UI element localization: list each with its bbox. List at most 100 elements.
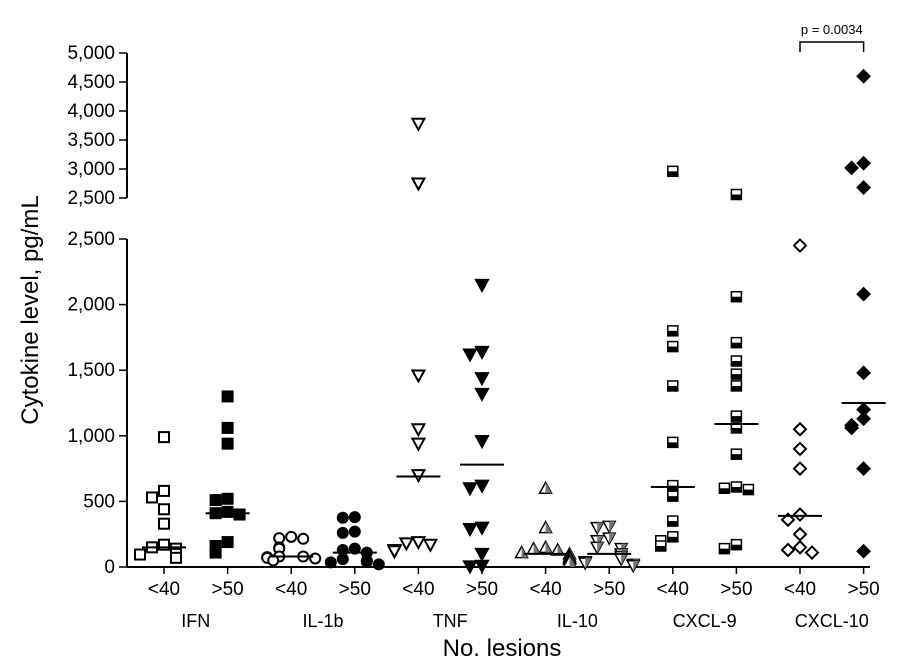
point-IL-1b-1-4 — [348, 542, 361, 555]
x-tick-label-2: <40 — [275, 579, 307, 600]
point-TNF-1-10 — [474, 547, 490, 562]
p-value-bracket — [799, 41, 865, 52]
point-IFN-0-0 — [158, 431, 170, 444]
y-tick-label-upper-5: 5,000 — [67, 43, 115, 64]
point-TNF-0-7 — [398, 537, 415, 552]
point-CXCL-9-1-1 — [730, 290, 743, 303]
point-IL-10-1-2 — [601, 532, 617, 546]
point-CXCL-10-1-0 — [856, 68, 872, 84]
point-IFN-1-10 — [209, 546, 222, 559]
point-CXCL-9-0-1 — [667, 325, 679, 337]
point-CXCL-10-1-4 — [856, 286, 872, 302]
x-tick-label-8: <40 — [657, 579, 689, 600]
point-IL-10-1-4 — [589, 541, 605, 555]
point-TNF-0-4 — [410, 437, 427, 452]
point-TNF-1-11 — [474, 559, 490, 574]
point-CXCL-9-1-5 — [730, 380, 743, 392]
point-TNF-1-8 — [474, 521, 490, 536]
point-CXCL-9-0-3 — [667, 380, 679, 392]
point-CXCL-10-1-1 — [856, 155, 872, 171]
point-IL-1b-1-1 — [336, 511, 349, 524]
x-tick-label-9: >50 — [720, 579, 752, 600]
point-IL-10-1-0 — [601, 520, 617, 534]
x-tick-label-6: <40 — [529, 579, 561, 600]
x-tick-label-3: >50 — [339, 579, 371, 600]
y-tick-label-lower-5: 2,500 — [67, 229, 115, 250]
point-IFN-1-1 — [221, 421, 234, 434]
point-IL-10-0-1 — [538, 520, 553, 534]
point-TNF-0-6 — [410, 536, 427, 551]
point-CXCL-10-0-6 — [792, 526, 808, 542]
point-IFN-1-0 — [221, 390, 234, 403]
point-IL-10-0-4 — [550, 542, 565, 556]
point-CXCL-9-0-5 — [667, 479, 679, 492]
point-IL-10-0-3 — [526, 541, 541, 555]
point-CXCL-10-0-7 — [792, 539, 808, 555]
point-IFN-0-2 — [146, 491, 158, 504]
point-IFN-1-2 — [221, 437, 234, 450]
point-IFN-0-1 — [158, 484, 170, 497]
x-tick-label-1: >50 — [211, 579, 243, 600]
point-TNF-1-6 — [474, 479, 490, 494]
labels-layer: 0 500 1,000 1,500 2,000 2,500 2,500 3,000 3,500 4… — [67, 22, 879, 631]
point-IL-1b-1-3 — [336, 526, 349, 539]
y-tick-label-upper-3: 4,000 — [67, 101, 115, 122]
point-TNF-1-0 — [474, 278, 490, 294]
point-IFN-0-4 — [158, 517, 170, 530]
point-CXCL-10-1-11 — [856, 543, 872, 559]
point-IL-10-0-2 — [538, 539, 553, 554]
point-TNF-0-1 — [410, 177, 427, 192]
data-marks-layer — [134, 68, 886, 575]
point-CXCL-10-1-7 — [856, 411, 872, 427]
point-IL-1b-1-2 — [348, 525, 361, 538]
point-IL-1b-0-10 — [267, 554, 280, 567]
group-label-3: IL-10 — [557, 611, 598, 631]
point-TNF-1-9 — [462, 522, 478, 538]
point-TNF-0-0 — [410, 117, 427, 132]
point-IL-1b-1-0 — [348, 511, 361, 524]
point-TNF-1-1 — [474, 345, 490, 360]
group-label-2: TNF — [433, 611, 468, 631]
point-IL-10-1-8 — [613, 553, 629, 567]
y-tick-label-upper-2: 3,500 — [67, 130, 115, 151]
point-TNF-1-2 — [462, 348, 478, 363]
point-IL-10-1-10 — [577, 557, 593, 571]
point-IL-10-0-5 — [514, 545, 529, 559]
point-CXCL-9-1-11 — [742, 483, 755, 496]
x-tick-label-0: <40 — [148, 579, 180, 600]
point-TNF-0-2 — [410, 369, 427, 384]
point-CXCL-10-0-3 — [792, 461, 808, 477]
group-label-4: CXCL-9 — [673, 611, 737, 631]
point-CXCL-10-0-9 — [804, 545, 820, 560]
point-TNF-0-3 — [410, 423, 427, 438]
y-tick-label-lower-2: 1,000 — [67, 426, 115, 447]
point-CXCL-9-1-8 — [730, 448, 743, 460]
point-IFN-1-3 — [221, 492, 234, 505]
point-TNF-1-3 — [474, 372, 490, 387]
x-tick-label-10: <40 — [784, 579, 816, 600]
point-CXCL-10-1-2 — [844, 160, 860, 176]
point-IFN-0-9 — [134, 548, 146, 561]
point-CXCL-9-1-0 — [730, 188, 743, 201]
point-CXCL-10-1-3 — [856, 180, 872, 195]
point-IFN-1-4 — [209, 494, 222, 507]
point-IFN-1-5 — [221, 505, 234, 518]
group-label-0: IFN — [181, 611, 210, 631]
point-CXCL-9-1-10 — [718, 482, 731, 495]
x-tick-label-11: >50 — [847, 579, 879, 600]
point-CXCL-10-1-5 — [856, 365, 872, 381]
y-axis-title: Cytokine level, pg/mL — [17, 195, 44, 424]
point-CXCL-10-0-4 — [792, 507, 808, 522]
x-tick-label-4: <40 — [402, 579, 434, 600]
point-IL-10-1-1 — [589, 521, 605, 536]
point-CXCL-9-0-6 — [667, 490, 679, 502]
point-CXCL-10-0-2 — [792, 441, 808, 457]
point-IL-10-0-10 — [562, 554, 577, 568]
point-CXCL-9-0-7 — [667, 515, 679, 527]
y-tick-label-upper-1: 3,000 — [67, 159, 115, 180]
point-TNF-1-4 — [474, 387, 490, 402]
y-tick-label-lower-3: 1,500 — [67, 360, 115, 381]
point-CXCL-9-1-6 — [730, 410, 743, 422]
y-tick-label-lower-0: 0 — [104, 557, 115, 578]
